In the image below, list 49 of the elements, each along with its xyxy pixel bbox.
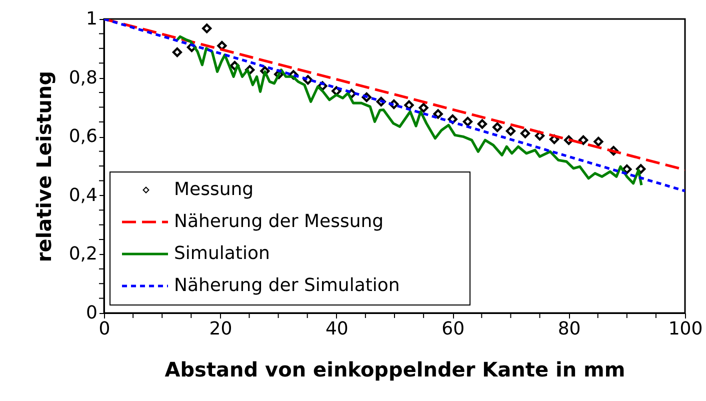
point <box>217 40 227 51</box>
point <box>303 75 313 85</box>
point <box>594 136 604 146</box>
point <box>564 135 574 145</box>
y-tick-label: 0,6 <box>68 126 98 148</box>
point <box>622 164 632 174</box>
point <box>636 164 646 174</box>
x-tick-label: 100 <box>668 318 703 340</box>
x-tick-label: 40 <box>325 318 348 340</box>
point <box>492 122 502 132</box>
y-tick-label: 0 <box>86 302 98 324</box>
y-tick-label: 0,4 <box>68 184 98 206</box>
point <box>506 126 516 136</box>
point <box>520 128 530 138</box>
x-tick-label: 60 <box>442 318 465 340</box>
point <box>376 96 386 106</box>
y-tick-label: 0,8 <box>68 67 98 88</box>
point <box>549 134 560 144</box>
legend-label: Näherung der Messung <box>174 211 384 232</box>
point <box>202 24 212 34</box>
point <box>389 99 399 110</box>
point <box>318 81 328 91</box>
x-axis-title: Abstand von einkoppelnder Kante in mm <box>164 358 626 382</box>
legend-label: Messung <box>174 179 254 200</box>
point <box>230 60 240 71</box>
point <box>404 100 414 110</box>
point <box>172 47 182 58</box>
point <box>578 135 588 145</box>
point <box>288 70 298 80</box>
y-tick-label: 1 <box>86 8 98 30</box>
point <box>608 146 618 156</box>
point <box>332 86 342 96</box>
point <box>433 109 443 119</box>
point <box>362 92 372 102</box>
x-tick-label: 20 <box>209 318 232 340</box>
point <box>462 116 473 126</box>
point <box>260 66 270 76</box>
point <box>534 130 545 141</box>
point <box>448 114 458 124</box>
point <box>245 65 255 75</box>
y-axis-title: relative Leistung <box>32 70 56 262</box>
point <box>477 119 488 129</box>
y-tick-label: 0,2 <box>68 244 98 265</box>
x-tick-label: 80 <box>558 318 581 340</box>
point <box>418 102 428 113</box>
legend-label: Näherung der Simulation <box>174 275 400 296</box>
legend-label: Simulation <box>174 243 270 264</box>
point <box>274 69 284 80</box>
point <box>186 42 197 52</box>
